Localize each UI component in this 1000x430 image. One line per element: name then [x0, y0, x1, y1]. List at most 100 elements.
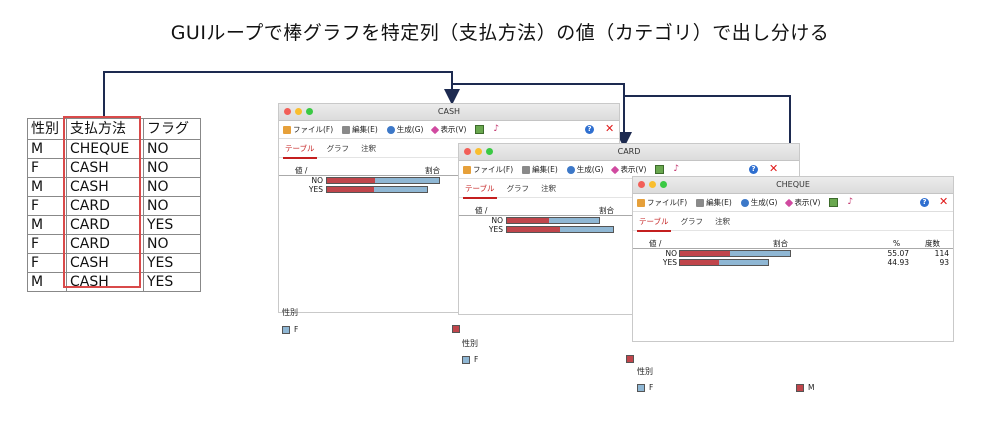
crosstab-row: NO — [459, 216, 799, 225]
legend-item-f: F — [282, 325, 298, 334]
cell-gender: M — [27, 215, 67, 235]
header-payment: 支払方法 — [66, 118, 144, 140]
table-header-row: 性別 支払方法 フラグ — [27, 118, 201, 140]
window-cheque: CHEQUE ファイル(F) 編集(E) 生成(G) 表示(V) ♪ ? ✕ テ… — [632, 176, 954, 342]
zoom-light-icon[interactable] — [660, 181, 667, 188]
tab-table[interactable]: テーブル — [463, 183, 497, 199]
menu-label: 編集(E) — [532, 165, 558, 174]
edit-icon — [342, 125, 351, 134]
menu-view[interactable]: 表示(V) — [431, 124, 466, 135]
crosstab-row: NO 55.07 114 — [633, 249, 953, 258]
tab-table[interactable]: テーブル — [637, 216, 671, 232]
menu-view[interactable]: 表示(V) — [611, 164, 647, 175]
tab-bar: テーブル グラフ 注釈 — [459, 179, 799, 199]
crosstab-header: 値 / 割合 % 度数 — [633, 239, 953, 249]
crosstab: 値 / 割合 NO YES — [279, 166, 619, 194]
ratio-bar — [326, 177, 440, 184]
tab-graph[interactable]: グラフ — [326, 143, 350, 153]
menu-file[interactable]: ファイル(F) — [637, 197, 687, 208]
col-freq-header: 度数 — [925, 239, 940, 248]
menu-label: 編集(E) — [352, 125, 378, 134]
crosstab-row: NO — [279, 176, 619, 185]
legend-swatch-m — [796, 383, 804, 392]
export-icon[interactable] — [655, 165, 665, 174]
menu-label: ファイル(F) — [473, 165, 514, 174]
crosstab-row: YES — [459, 225, 799, 234]
help-icon[interactable]: ? — [585, 125, 594, 134]
tab-bar: テーブル グラフ 注釈 — [279, 139, 619, 159]
menu-view[interactable]: 表示(V) — [785, 197, 820, 208]
ratio-bar — [506, 226, 614, 233]
bar-segment-f — [718, 260, 768, 265]
menu-label: 編集(E) — [706, 198, 732, 207]
legend-label: F — [294, 325, 299, 334]
menu-file[interactable]: ファイル(F) — [463, 164, 513, 175]
help-icon[interactable]: ? — [749, 165, 758, 174]
menu-generate[interactable]: 生成(G) — [386, 124, 424, 135]
tab-notes[interactable]: 注釈 — [715, 216, 731, 226]
arrow-to-card — [452, 83, 632, 148]
close-icon[interactable]: ✕ — [605, 122, 615, 135]
row-label: YES — [308, 185, 323, 194]
window-titlebar: CASH — [279, 104, 619, 121]
close-icon[interactable]: ✕ — [769, 162, 779, 175]
tab-table[interactable]: テーブル — [283, 143, 317, 159]
zoom-light-icon[interactable] — [486, 148, 493, 155]
legend-label: F — [649, 383, 654, 392]
crosstab-header: 値 / 割合 — [279, 166, 619, 176]
bar-segment-m — [327, 178, 376, 183]
chart-tool-icon[interactable]: ♪ — [493, 124, 500, 134]
close-icon[interactable]: ✕ — [939, 195, 949, 208]
bar-segment-m — [680, 251, 730, 256]
bar-segment-f — [560, 227, 613, 232]
zoom-light-icon[interactable] — [306, 108, 313, 115]
col-pct-header: % — [893, 239, 901, 248]
file-icon — [283, 125, 291, 134]
close-light-icon[interactable] — [284, 108, 291, 115]
legend-title: 性別 — [637, 367, 653, 376]
menu-generate[interactable]: 生成(G) — [566, 164, 603, 175]
menu-edit[interactable]: 編集(E) — [522, 164, 558, 175]
row-label: NO — [311, 176, 323, 185]
menu-file[interactable]: ファイル(F) — [283, 124, 333, 135]
minimize-light-icon[interactable] — [649, 181, 656, 188]
cell-flag: NO — [143, 158, 201, 178]
export-icon[interactable] — [829, 198, 839, 207]
close-light-icon[interactable] — [638, 181, 645, 188]
legend-item-m: M — [796, 383, 814, 392]
tab-notes[interactable]: 注釈 — [541, 183, 557, 193]
menu-edit[interactable]: 編集(E) — [696, 197, 732, 208]
ratio-bar — [506, 217, 600, 224]
menu-edit[interactable]: 編集(E) — [342, 124, 378, 135]
minimize-light-icon[interactable] — [295, 108, 302, 115]
legend-item-m — [452, 325, 460, 333]
menu-generate[interactable]: 生成(G) — [740, 197, 777, 208]
row-freq: 93 — [939, 258, 949, 267]
diagram-title: GUIループで棒グラフを特定列（支払方法）の値（カテゴリ）で出し分ける — [170, 22, 830, 44]
legend-item-f: F — [637, 383, 653, 392]
crosstab-row: YES 44.93 93 — [633, 258, 953, 267]
minimize-light-icon[interactable] — [475, 148, 482, 155]
close-light-icon[interactable] — [464, 148, 471, 155]
edit-icon — [522, 165, 531, 174]
cell-payment: CASH — [66, 253, 144, 273]
help-icon[interactable]: ? — [920, 198, 929, 207]
menu-label: 表示(V) — [620, 165, 647, 174]
export-icon[interactable] — [475, 125, 485, 134]
generate-icon — [740, 198, 749, 207]
menu-label: 生成(G) — [396, 125, 424, 134]
tab-notes[interactable]: 注釈 — [361, 143, 377, 153]
chart-tool-icon[interactable]: ♪ — [847, 197, 854, 207]
cell-flag: YES — [143, 272, 201, 292]
row-label: YES — [662, 258, 677, 267]
row-label: NO — [665, 249, 677, 258]
col-ratio-header: 割合 — [773, 239, 788, 248]
row-pct: 55.07 — [887, 249, 909, 258]
tab-graph[interactable]: グラフ — [506, 183, 530, 193]
bar-segment-m — [680, 260, 719, 265]
edit-icon — [696, 198, 705, 207]
chart-tool-icon[interactable]: ♪ — [673, 164, 680, 174]
row-label: NO — [491, 216, 503, 225]
tab-graph[interactable]: グラフ — [680, 216, 704, 226]
legend-swatch-m — [626, 355, 634, 363]
